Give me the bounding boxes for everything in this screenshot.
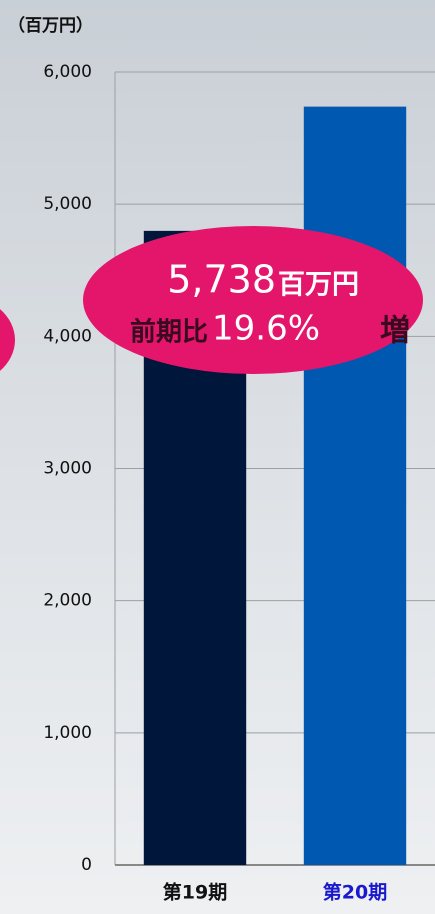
y-tick-label: 1,000	[43, 723, 92, 743]
y-tick-label: 6,000	[43, 62, 92, 82]
x-tick-label: 第20期	[323, 881, 387, 904]
callout-change: 19.6%	[212, 309, 320, 349]
y-tick-label: 0	[81, 855, 92, 875]
y-tick-label: 3,000	[43, 459, 92, 479]
bar	[303, 106, 407, 865]
y-tick-label: 2,000	[43, 591, 92, 611]
y-tick-label: 4,000	[43, 326, 92, 346]
partial-callout	[0, 309, 15, 371]
callout-suffix: 増	[380, 314, 410, 349]
callout-amount: 5,738	[167, 258, 276, 302]
callout-unit: 百万円	[278, 270, 359, 301]
y-tick-label: 5,000	[43, 194, 92, 214]
callout	[83, 226, 423, 374]
callout-prefix: 前期比	[130, 317, 208, 348]
unit-label: （百万円）	[8, 15, 93, 36]
x-tick-label: 第19期	[163, 881, 227, 904]
